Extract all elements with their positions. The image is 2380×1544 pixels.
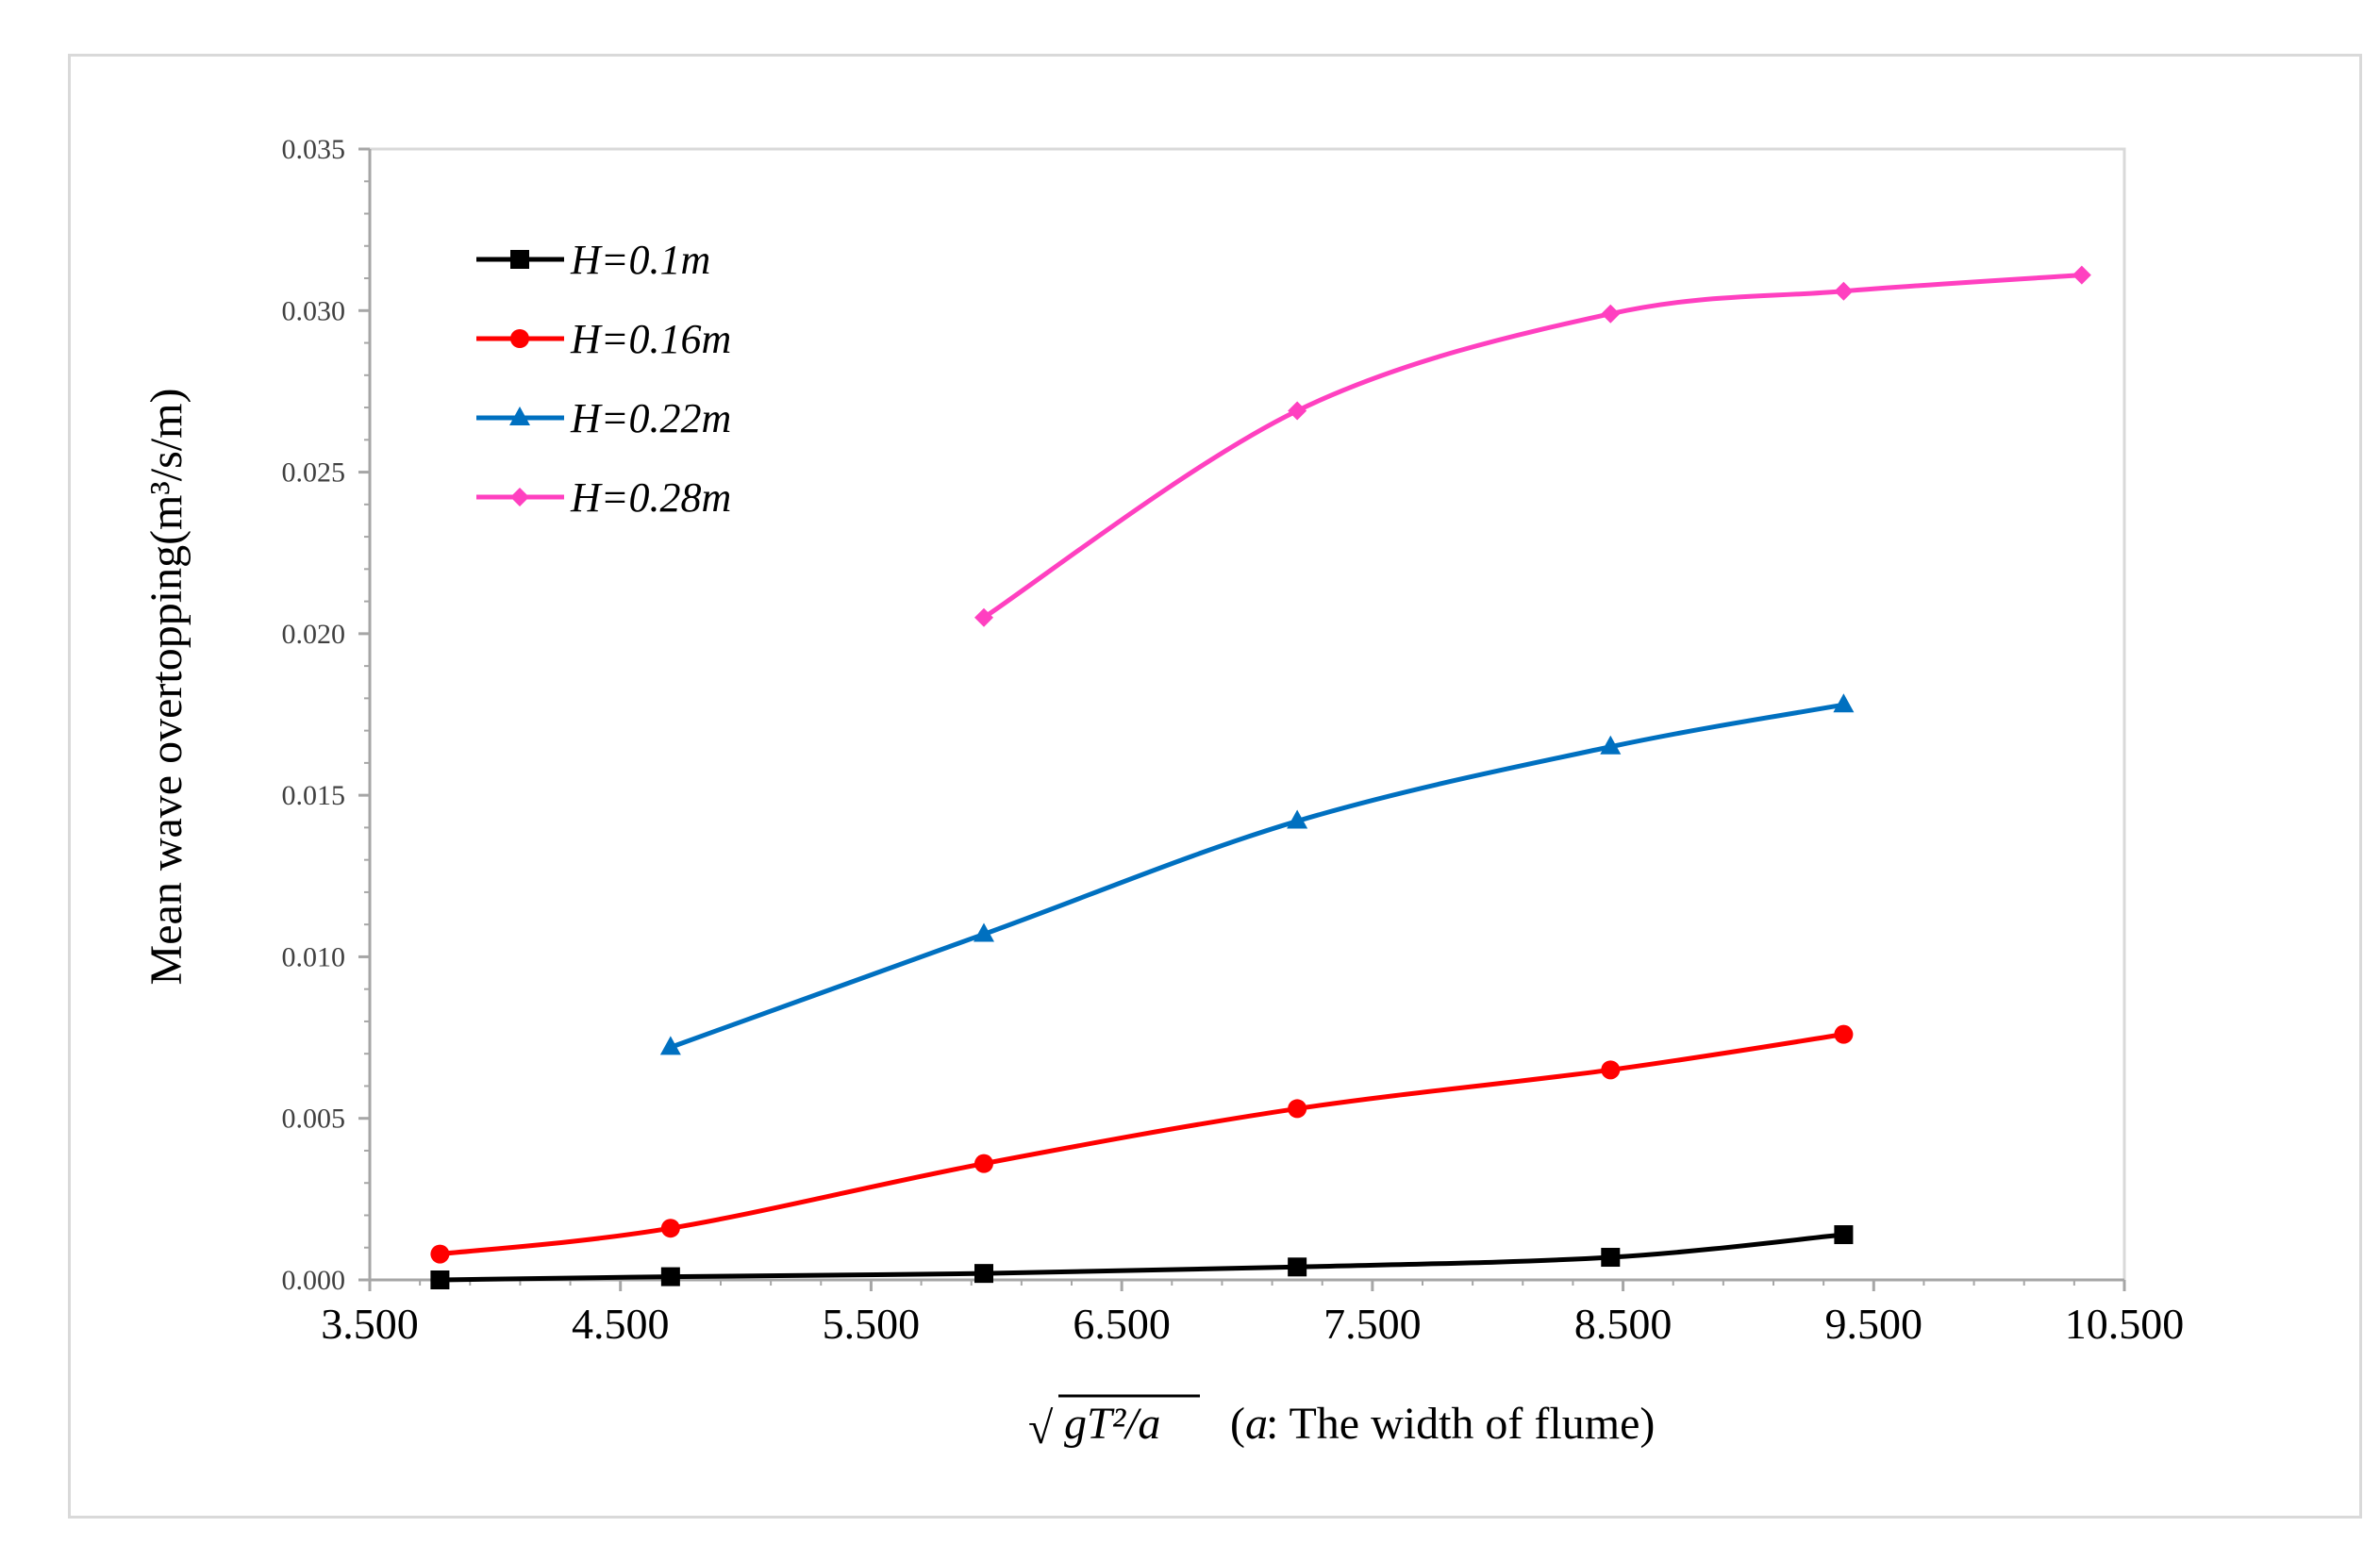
data-point	[430, 1244, 450, 1264]
legend-marker	[510, 329, 529, 348]
data-point	[1834, 1024, 1854, 1044]
x-axis-formula: gT²/a	[1064, 1399, 1160, 1449]
series-h-0-1m	[430, 1225, 1854, 1289]
legend-label: H=0.16m	[570, 316, 731, 362]
data-point	[974, 607, 993, 627]
series-line	[982, 273, 2082, 620]
x-tick-label: 10.500	[2065, 1300, 2185, 1348]
legend-label: H=0.22m	[570, 395, 731, 441]
chart-frame	[68, 54, 2362, 1519]
data-point	[430, 1270, 450, 1289]
data-point	[1833, 693, 1855, 713]
series-line	[670, 702, 1844, 1050]
data-point	[1601, 304, 1621, 324]
data-point	[974, 922, 994, 942]
y-tick-label: 0.005	[282, 1104, 346, 1135]
data-point	[1601, 1248, 1621, 1268]
series-h-0-22m	[659, 693, 1855, 1055]
x-tick-label: 8.500	[1574, 1300, 1673, 1348]
data-point	[1288, 401, 1307, 421]
x-tick-label: 6.500	[1073, 1300, 1171, 1348]
data-point	[974, 1154, 993, 1173]
data-point	[659, 1036, 681, 1055]
data-point	[1288, 1099, 1307, 1119]
data-point	[1834, 281, 1854, 301]
legend-label: H=0.1m	[570, 237, 710, 283]
legend-entry: H=0.16m	[476, 316, 731, 362]
y-tick-label: 0.000	[282, 1265, 346, 1296]
data-point	[660, 1267, 680, 1287]
y-tick-label: 0.035	[282, 134, 346, 165]
x-tick-label: 9.500	[1825, 1300, 1923, 1348]
legend-marker	[510, 488, 529, 506]
y-tick-label: 0.030	[282, 295, 346, 326]
x-axis-note-variable: a	[1245, 1399, 1268, 1449]
y-axis-title: Mean wave overtopping(m³/s/m)	[141, 389, 191, 986]
data-point	[660, 1219, 680, 1238]
x-tick-label: 7.500	[1323, 1300, 1422, 1348]
series-line	[440, 1032, 1844, 1257]
x-tick-label: 4.500	[572, 1300, 670, 1348]
y-tick-label: 0.025	[282, 457, 346, 489]
y-tick-label: 0.015	[282, 780, 346, 811]
legend: H=0.1m H=0.16m H=0.22m H=0.28m	[476, 237, 731, 521]
x-tick-label: 3.500	[321, 1300, 419, 1348]
legend-entry: H=0.22m	[476, 395, 731, 441]
y-tick-label: 0.010	[282, 941, 346, 972]
series-h-0-16m	[430, 1024, 1854, 1264]
y-axis-ticks: 0.000 0.005 0.010 0.015 0.020 0.025 0.030 0.035	[282, 134, 370, 1296]
data-point	[2072, 265, 2091, 285]
data-point	[1288, 1257, 1307, 1277]
series-layer	[430, 265, 2091, 1289]
data-point	[1287, 809, 1308, 829]
y-tick-label: 0.020	[282, 619, 346, 650]
sqrt-symbol: √	[1028, 1403, 1054, 1453]
x-axis-note-text: : The width of flume)	[1266, 1399, 1655, 1449]
legend-marker	[510, 250, 529, 269]
data-point	[1834, 1225, 1854, 1245]
legend-entry: H=0.1m	[476, 237, 710, 283]
series-line	[440, 1232, 1844, 1283]
series-h-0-28m	[974, 265, 2091, 627]
legend-marker	[509, 407, 530, 425]
data-point	[1600, 735, 1622, 755]
x-tick-label: 5.500	[823, 1300, 921, 1348]
legend-label: H=0.28m	[570, 474, 731, 521]
x-axis-title: √ gT²/a ( a : The width of flume)	[1028, 1394, 1655, 1453]
data-point	[974, 1264, 993, 1284]
legend-entry: H=0.28m	[476, 474, 731, 521]
x-axis-note-open: (	[1230, 1399, 1245, 1449]
data-point	[1601, 1060, 1621, 1080]
x-axis-ticks: 3.500 4.500 5.500 6.500 7.500 8.500 9.500 10.50…	[321, 1280, 2184, 1348]
